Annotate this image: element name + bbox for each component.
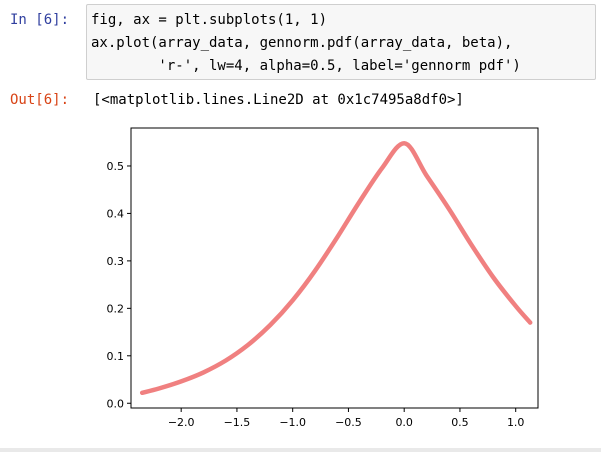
x-tick-label: −0.5	[335, 416, 362, 429]
plot-marks	[139, 140, 533, 396]
y-tick-label: 0.2	[107, 302, 125, 315]
output-text: [<matplotlib.lines.Line2D at 0x1c7495a8d…	[93, 92, 464, 108]
code-line: ax.plot(array_data, gennorm.pdf(array_da…	[91, 35, 513, 51]
series-line	[139, 140, 533, 396]
y-axis: 0.0 0.1 0.2 0.3 0.4 0.5	[107, 160, 131, 410]
y-tick-label: 0.3	[107, 255, 125, 268]
output-prompt: Out[6]:	[10, 92, 70, 108]
code-line: 'r-', lw=4, alpha=0.5, label='gennorm pd…	[91, 58, 521, 74]
x-tick-label: −1.5	[224, 416, 251, 429]
axes-frame	[130, 127, 539, 409]
x-tick-label: −1.0	[279, 416, 306, 429]
y-tick-label: 0.0	[107, 397, 125, 410]
code-line: fig, ax = plt.subplots(1, 1)	[91, 12, 328, 28]
code-input-area[interactable]: fig, ax = plt.subplots(1, 1) ax.plot(arr…	[86, 4, 596, 80]
x-axis: −2.0 −1.5 −1.0 −0.5 0.0 0.5 1.0	[168, 408, 525, 429]
y-tick-label: 0.1	[107, 350, 125, 363]
y-tick-label: 0.5	[107, 160, 125, 173]
x-tick-label: 0.5	[451, 416, 469, 429]
x-tick-label: −2.0	[168, 416, 195, 429]
x-tick-label: 0.0	[395, 416, 413, 429]
horizontal-scrollbar[interactable]	[0, 448, 601, 452]
x-tick-label: 1.0	[507, 416, 525, 429]
y-tick-label: 0.4	[107, 207, 125, 220]
input-prompt: In [6]:	[10, 12, 70, 28]
